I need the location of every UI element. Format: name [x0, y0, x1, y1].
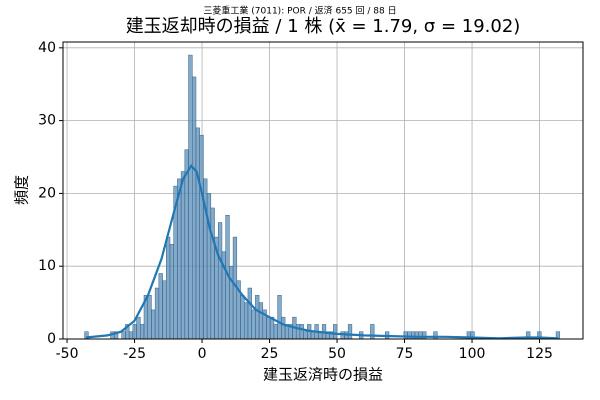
bar — [273, 324, 278, 340]
x-tick-label: 0 — [198, 346, 207, 362]
bar — [162, 280, 167, 340]
bar — [210, 207, 215, 340]
bar — [281, 316, 286, 340]
x-tick-label: 25 — [261, 346, 279, 362]
x-tick-label: -25 — [123, 346, 146, 362]
bar — [251, 309, 256, 340]
bar — [199, 134, 204, 340]
bar — [295, 324, 301, 340]
bar — [310, 331, 316, 340]
bar — [140, 324, 145, 340]
bar — [188, 54, 193, 340]
bar — [184, 149, 189, 340]
x-tick-label: 125 — [526, 346, 553, 362]
y-tick-label: 10 — [38, 258, 56, 274]
bar — [299, 324, 304, 340]
bar — [217, 222, 223, 340]
bar — [277, 295, 282, 340]
x-tick-label: 75 — [396, 346, 414, 362]
bar — [433, 331, 438, 340]
bar — [266, 316, 271, 340]
bar — [192, 76, 197, 340]
y-tick-label: 30 — [38, 113, 56, 129]
bar — [128, 331, 134, 340]
bar — [333, 324, 338, 340]
bar — [243, 302, 249, 340]
bar — [240, 295, 245, 340]
bar — [195, 127, 200, 340]
bar — [407, 331, 412, 340]
y-tick-label: 0 — [47, 331, 56, 347]
bar — [414, 331, 419, 340]
bar — [154, 287, 160, 340]
bar — [180, 171, 186, 340]
bar — [370, 324, 375, 340]
y-tick-label: 20 — [38, 185, 56, 201]
plot-frame — [62, 41, 584, 340]
bar — [422, 331, 427, 340]
bar — [147, 295, 152, 340]
bar — [255, 295, 260, 340]
bar — [258, 302, 264, 340]
x-tick-label: 50 — [328, 346, 346, 362]
bar — [247, 287, 252, 340]
bar — [177, 178, 182, 340]
bar — [303, 331, 308, 340]
chart-subtitle: 三菱重工業 (7011): POR / 返済 655 回 / 88 日 — [203, 5, 396, 17]
bar — [121, 331, 126, 340]
bar — [411, 331, 416, 340]
bar — [418, 331, 423, 340]
bar — [347, 324, 353, 340]
bar — [136, 316, 141, 340]
bar — [151, 309, 156, 340]
y-tick-label: 40 — [38, 40, 56, 56]
chart-title: 建玉返却時の損益 / 1 株 (x̄ = 1.79, σ = 19.02) — [126, 16, 521, 37]
x-tick-label: -50 — [56, 346, 79, 362]
bar — [169, 244, 174, 340]
x-axis-label: 建玉返済時の損益 — [263, 366, 383, 384]
y-axis-label: 頻度 — [13, 175, 31, 205]
x-tick-label: 100 — [459, 346, 486, 362]
kde-line — [85, 163, 559, 340]
bar — [166, 236, 171, 340]
bar — [132, 324, 137, 340]
bar — [158, 273, 163, 340]
